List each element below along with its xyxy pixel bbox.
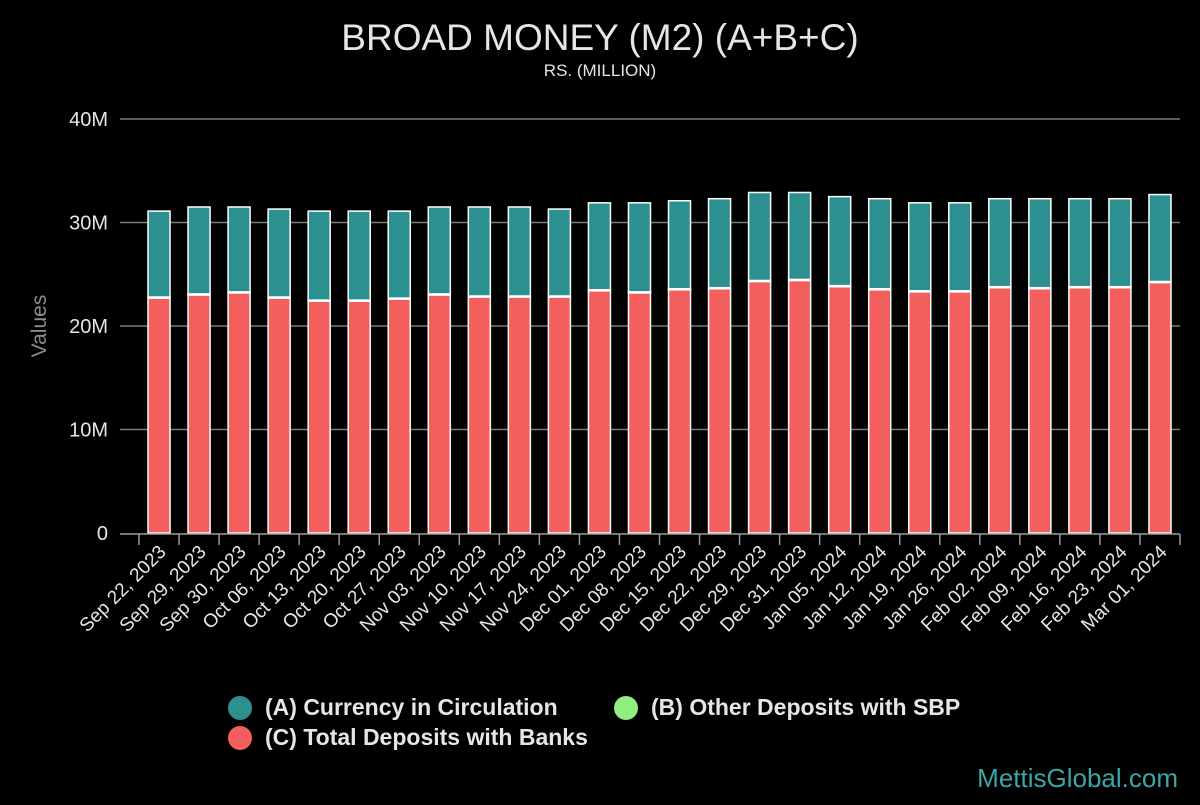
bar-segment[interactable] (867, 197, 892, 290)
bar-segment[interactable] (1108, 197, 1132, 288)
bar-segment[interactable] (988, 286, 1012, 534)
legend-swatch-bank-deposits-icon (228, 725, 252, 750)
bars (147, 191, 1172, 534)
legend-label-currency: (A) Currency in Circulation (265, 694, 558, 720)
chart-title: BROAD MONEY (M2) (A+B+C) (341, 17, 858, 58)
bar-segment[interactable] (827, 195, 852, 287)
y-tick-label: 10M (69, 420, 108, 442)
bar-segment[interactable] (907, 202, 932, 292)
bar-segment[interactable] (387, 210, 412, 299)
bar-segment[interactable] (667, 289, 692, 534)
watermark: MettisGlobal.com (977, 763, 1178, 793)
y-tick-label: 40M (69, 109, 108, 131)
legend-swatch-sbp-deposits-icon (614, 695, 638, 720)
bar-segment[interactable] (1028, 287, 1052, 534)
bar-segment[interactable] (787, 191, 812, 281)
y-axis-ticks: 0 10M 20M 30M 40M (69, 109, 108, 545)
bar-segment[interactable] (1148, 281, 1172, 534)
bar-segment[interactable] (267, 297, 291, 534)
bar-segment[interactable] (827, 285, 852, 534)
legend-label-bank-deposits: (C) Total Deposits with Banks (265, 724, 588, 750)
bar-segment[interactable] (587, 290, 612, 534)
bar-segment[interactable] (187, 294, 211, 534)
bar-segment[interactable] (507, 206, 532, 297)
bar-segment[interactable] (907, 291, 932, 534)
x-axis (120, 533, 1181, 545)
bar-segment[interactable] (747, 191, 772, 282)
bar-segment[interactable] (547, 208, 572, 297)
bar-segment[interactable] (347, 300, 371, 534)
bar-segment[interactable] (427, 206, 452, 295)
legend-swatch-currency-icon (228, 695, 252, 720)
bar-segment[interactable] (467, 206, 492, 297)
bar-segment[interactable] (667, 200, 692, 290)
bar-segment[interactable] (507, 296, 532, 534)
bar-segment[interactable] (948, 291, 972, 534)
bar-segment[interactable] (1148, 193, 1172, 283)
bar-segment[interactable] (347, 210, 371, 301)
bar-segment[interactable] (187, 206, 211, 295)
bar-segment[interactable] (747, 280, 772, 534)
legend-item-sbp-deposits[interactable]: (B) Other Deposits with SBP (614, 694, 960, 721)
bar-segment[interactable] (307, 210, 331, 301)
bar-segment[interactable] (227, 206, 251, 293)
bar-segment[interactable] (787, 279, 812, 534)
bar-segment[interactable] (587, 202, 612, 291)
bar-segment[interactable] (307, 300, 331, 534)
legend-item-bank-deposits[interactable]: (C) Total Deposits with Banks (228, 724, 588, 751)
bar-segment[interactable] (427, 294, 452, 534)
bar-segment[interactable] (988, 197, 1012, 288)
bar-segment[interactable] (948, 202, 972, 292)
y-tick-label: 0 (97, 523, 108, 545)
bar-segment[interactable] (1068, 286, 1092, 534)
bar-segment[interactable] (147, 210, 171, 298)
bar-segment[interactable] (147, 297, 171, 534)
bar-segment[interactable] (227, 292, 251, 534)
bar-segment[interactable] (387, 298, 412, 534)
y-axis-label: Values (28, 295, 51, 358)
bar-segment[interactable] (1108, 286, 1132, 534)
bar-segment[interactable] (707, 287, 732, 534)
bar-segment[interactable] (627, 202, 652, 293)
bar-segment[interactable] (867, 289, 892, 534)
legend-item-currency[interactable]: (A) Currency in Circulation (228, 694, 558, 721)
y-tick-label: 30M (69, 213, 108, 235)
bar-segment[interactable] (1068, 197, 1092, 288)
bar-segment[interactable] (267, 208, 291, 298)
chart-subtitle: RS. (MILLION) (544, 61, 656, 80)
y-tick-label: 20M (69, 316, 108, 338)
bar-segment[interactable] (627, 292, 652, 534)
bar-segment[interactable] (467, 296, 492, 534)
bar-segment[interactable] (707, 197, 732, 289)
bar-segment[interactable] (1028, 197, 1052, 289)
legend-label-sbp-deposits: (B) Other Deposits with SBP (651, 694, 961, 720)
bar-segment[interactable] (547, 296, 572, 534)
